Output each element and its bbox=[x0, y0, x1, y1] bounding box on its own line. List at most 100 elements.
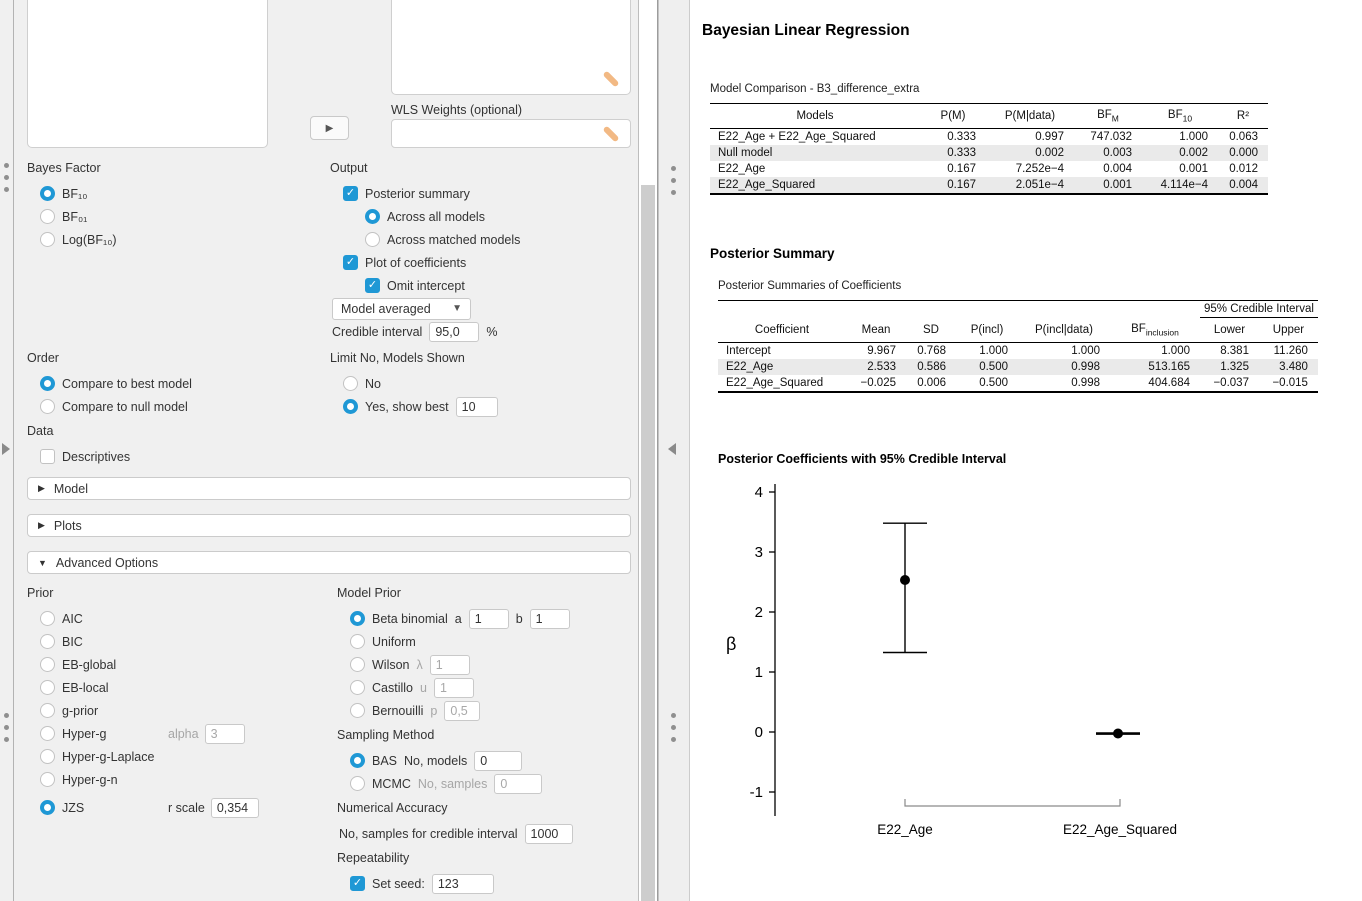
covariates-list[interactable] bbox=[391, 0, 631, 95]
table-cell: 0.012 bbox=[1229, 163, 1258, 176]
radio-bas[interactable] bbox=[350, 753, 365, 768]
radio-beta-binomial[interactable] bbox=[350, 611, 365, 626]
radio-uniform[interactable] bbox=[350, 634, 365, 649]
collapse-left-icon[interactable] bbox=[668, 443, 676, 455]
option-no: No bbox=[330, 372, 498, 395]
section-model[interactable]: ▶ Model bbox=[27, 477, 631, 500]
r-scale-input[interactable] bbox=[210, 797, 259, 818]
checkbox-posterior-summary[interactable]: ✓ bbox=[343, 186, 358, 201]
posterior-mean-point bbox=[1113, 728, 1123, 739]
assign-variable-button[interactable]: ▶ bbox=[310, 116, 349, 140]
drag-handle-dots[interactable] bbox=[4, 713, 9, 742]
table-cell: 0.002 bbox=[1035, 147, 1064, 160]
options-scrollbar[interactable] bbox=[638, 0, 658, 901]
no-label: No bbox=[365, 376, 381, 391]
u-input[interactable] bbox=[433, 677, 474, 698]
option-aic: AIC bbox=[27, 607, 327, 630]
p-input[interactable] bbox=[444, 700, 481, 721]
panel-divider[interactable] bbox=[658, 0, 690, 901]
radio-aic[interactable] bbox=[40, 611, 55, 626]
expand-right-icon[interactable] bbox=[2, 443, 10, 455]
compare-to-null-model-label: Compare to null model bbox=[62, 399, 188, 414]
option-model-averaged: Model averaged ▼ bbox=[330, 297, 520, 320]
model-comparison-table: Models P(M) P(M|data) BFM BF10 R² E22_Age + E2… bbox=[710, 103, 1268, 196]
radio-bf[interactable] bbox=[40, 186, 55, 201]
table-cell: 2.051e−4 bbox=[1015, 179, 1064, 192]
checkbox-omit-intercept[interactable]: ✓ bbox=[365, 278, 380, 293]
radio-eb-local[interactable] bbox=[40, 680, 55, 695]
radio-bernouilli[interactable] bbox=[350, 703, 365, 718]
b-input[interactable] bbox=[529, 608, 570, 629]
a-input[interactable] bbox=[468, 608, 509, 629]
drag-handle-dots[interactable] bbox=[671, 166, 676, 195]
radio-across-all-models[interactable] bbox=[365, 209, 380, 224]
model-comparison-caption: Model Comparison - B3_difference_extra bbox=[710, 83, 920, 95]
yes-show-best-input[interactable] bbox=[455, 396, 498, 417]
available-variables-list[interactable] bbox=[27, 0, 268, 148]
radio-jzs[interactable] bbox=[40, 800, 55, 815]
repeatability-label: Repeatability bbox=[337, 851, 410, 865]
x-category-label: E22_Age bbox=[877, 822, 933, 837]
data-group: Data Descriptives bbox=[27, 424, 130, 468]
radio-yes-show-best[interactable] bbox=[343, 399, 358, 414]
radio-eb-global[interactable] bbox=[40, 657, 55, 672]
eb-global-label: EB-global bbox=[62, 657, 117, 672]
table-cell: 0.063 bbox=[1229, 131, 1258, 144]
table-row: E22_Age_Squared 0.167 2.051e−4 0.001 4.114e−… bbox=[710, 177, 1268, 195]
left-drag-strip[interactable] bbox=[0, 0, 14, 901]
radio-hyper-g-n[interactable] bbox=[40, 772, 55, 787]
section-label: Model bbox=[53, 481, 88, 496]
table-cell: 0.002 bbox=[1179, 147, 1208, 160]
radio-hyper-g-laplace[interactable] bbox=[40, 749, 55, 764]
option-g-prior: g-prior bbox=[27, 699, 327, 722]
table-row: E22_Age 2.533 0.586 0.500 0.998 513.165 1.325 3… bbox=[718, 358, 1318, 375]
table-cell: 1.000 bbox=[979, 344, 1008, 357]
radio-bf[interactable] bbox=[40, 209, 55, 224]
model-averaged-dropdown[interactable]: Model averaged ▼ bbox=[332, 297, 471, 320]
radio-compare-to-best-model[interactable] bbox=[40, 376, 55, 391]
drag-handle-dots[interactable] bbox=[4, 163, 9, 192]
radio-compare-to-null-model[interactable] bbox=[40, 399, 55, 414]
column-header: Models bbox=[796, 110, 834, 123]
expanded-triangle-icon: ▼ bbox=[38, 557, 47, 568]
table-cell: 0.001 bbox=[1179, 163, 1208, 176]
model-prior-label: Model Prior bbox=[337, 586, 401, 600]
group-header-row: 95% Credible Interval bbox=[718, 300, 1318, 318]
no-samples-input[interactable] bbox=[494, 773, 543, 794]
wls-weights-field[interactable] bbox=[391, 119, 631, 148]
credible-interval-input[interactable] bbox=[429, 321, 480, 342]
limit-models-group: Limit No, Models Shown No Yes, show best bbox=[330, 351, 498, 418]
section-advanced-options[interactable]: ▼ Advanced Options bbox=[27, 551, 631, 574]
radio-bic[interactable] bbox=[40, 634, 55, 649]
item-input[interactable] bbox=[429, 654, 470, 675]
radio-mcmc[interactable] bbox=[350, 776, 365, 791]
set-seed-input[interactable] bbox=[431, 873, 494, 894]
table-cell: Intercept bbox=[726, 344, 771, 357]
drag-handle-dots[interactable] bbox=[671, 713, 676, 742]
u-label: u bbox=[420, 680, 427, 695]
descriptives-label: Descriptives bbox=[62, 449, 131, 464]
option-bernouilli: Bernouilli p bbox=[337, 699, 570, 722]
a-label: a bbox=[454, 611, 462, 626]
radio-no[interactable] bbox=[343, 376, 358, 391]
checkbox-plot-of-coefficients[interactable]: ✓ bbox=[343, 255, 358, 270]
radio-wilson[interactable] bbox=[350, 657, 365, 672]
log-bf-label: Log(BF₁₀) bbox=[62, 232, 117, 247]
no-models-label: No, models bbox=[404, 753, 468, 768]
table-cell: E22_Age bbox=[726, 360, 774, 373]
radio-hyper-g[interactable] bbox=[40, 726, 55, 741]
option-95-0: Credible interval% bbox=[330, 320, 520, 343]
alpha-input[interactable] bbox=[204, 723, 245, 744]
checkbox-descriptives[interactable] bbox=[40, 449, 55, 464]
scrollbar-thumb[interactable] bbox=[641, 185, 655, 901]
radio-across-matched-models[interactable] bbox=[365, 232, 380, 247]
radio-log-bf[interactable] bbox=[40, 232, 55, 247]
no-models-input[interactable] bbox=[474, 750, 523, 771]
radio-g-prior[interactable] bbox=[40, 703, 55, 718]
section-plots[interactable]: ▶ Plots bbox=[27, 514, 631, 537]
checkbox-set-seed[interactable]: ✓ bbox=[350, 876, 365, 891]
no-samples-for-credible-interval-input[interactable] bbox=[524, 823, 573, 844]
y-tick-label: 0 bbox=[755, 724, 763, 741]
radio-castillo[interactable] bbox=[350, 680, 365, 695]
table-cell: E22_Age_Squared bbox=[726, 376, 824, 389]
